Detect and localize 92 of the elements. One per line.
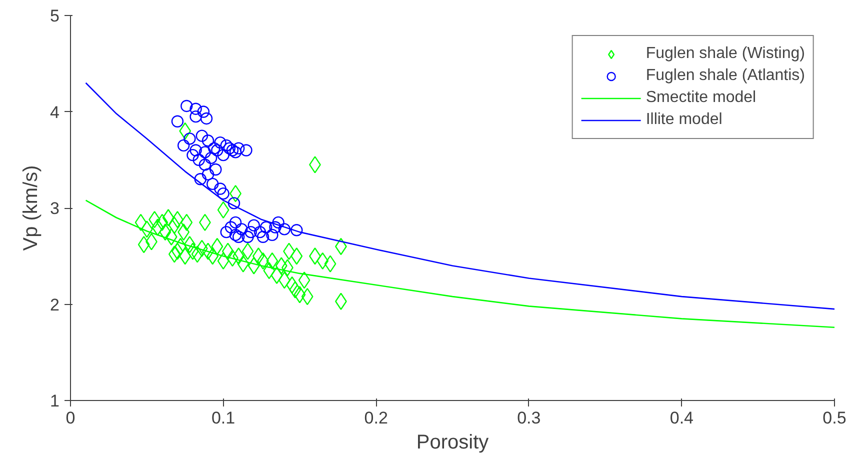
- point: [254, 226, 266, 238]
- y-tick-label: 4: [50, 102, 60, 122]
- point: [236, 223, 248, 236]
- point: [220, 139, 232, 152]
- point: [229, 216, 242, 229]
- point: [244, 226, 257, 238]
- point: [202, 134, 214, 147]
- point: [228, 197, 240, 210]
- point: [232, 142, 245, 154]
- point: [214, 136, 226, 149]
- point: [272, 216, 284, 229]
- legend-label: Fuglen shale (Atlantis): [646, 67, 805, 85]
- y-tick-label: 3: [50, 199, 60, 218]
- point: [190, 110, 202, 123]
- point: [260, 221, 272, 234]
- point: [186, 148, 199, 162]
- point: [269, 221, 282, 234]
- point: [278, 223, 291, 236]
- point: [208, 142, 220, 154]
- point: [214, 182, 226, 195]
- y-tick-label: 2: [50, 295, 60, 314]
- legend-label: Smectite model: [646, 89, 756, 107]
- point: [217, 148, 230, 162]
- point: [198, 146, 212, 158]
- point: [200, 112, 213, 125]
- point: [194, 173, 206, 186]
- point: [197, 106, 210, 118]
- point: [217, 187, 230, 200]
- legend-label: Fuglen shale (Wisting): [646, 45, 805, 63]
- legend-label: Illite model: [646, 111, 722, 129]
- point: [162, 209, 174, 226]
- point: [168, 216, 180, 234]
- x-tick-label: 0.4: [670, 408, 694, 428]
- x-tick-label: 0.2: [364, 408, 388, 428]
- point: [248, 219, 260, 232]
- point: [256, 230, 270, 243]
- point: [290, 248, 303, 265]
- point: [196, 130, 208, 142]
- point: [190, 144, 202, 156]
- x-axis-title: Porosity: [416, 432, 489, 454]
- point: [220, 226, 232, 238]
- point: [206, 178, 219, 190]
- point: [248, 257, 260, 274]
- point: [190, 102, 202, 115]
- x-tick-label: 0.5: [822, 408, 846, 428]
- point: [177, 139, 190, 152]
- point: [266, 228, 278, 242]
- point: [289, 281, 302, 298]
- point: [192, 154, 205, 166]
- point: [290, 224, 303, 236]
- x-tick-label: 0: [66, 408, 76, 428]
- point: [240, 144, 252, 156]
- point: [202, 168, 214, 180]
- point: [232, 248, 245, 265]
- point: [298, 272, 310, 289]
- point: [324, 255, 336, 272]
- y-tick-label: 1: [50, 392, 60, 410]
- point: [242, 230, 254, 243]
- point: [275, 257, 288, 274]
- point: [242, 242, 254, 260]
- point: [224, 221, 238, 234]
- point: [179, 248, 192, 265]
- point: [204, 152, 218, 164]
- point: [226, 144, 239, 156]
- point: [186, 242, 199, 260]
- point: [210, 163, 222, 176]
- point: [270, 266, 283, 284]
- line-series: [85, 82, 834, 310]
- point: [171, 115, 184, 128]
- point: [184, 132, 196, 145]
- y-tick-label: 5: [50, 6, 60, 26]
- point: [140, 220, 153, 238]
- point: [191, 246, 204, 263]
- point: [232, 230, 245, 243]
- point: [229, 146, 242, 158]
- line-series: [85, 200, 834, 328]
- point: [180, 100, 193, 112]
- point: [198, 158, 212, 171]
- x-tick-label: 0.3: [517, 408, 541, 428]
- point: [237, 255, 250, 272]
- point: [165, 228, 178, 246]
- y-axis-title: Vp (km/s): [20, 165, 42, 251]
- point: [278, 272, 290, 289]
- point: [229, 228, 242, 242]
- point: [211, 144, 224, 156]
- point: [223, 142, 236, 154]
- point: [294, 286, 306, 304]
- point: [206, 248, 219, 265]
- x-tick-label: 0.1: [211, 408, 236, 428]
- point: [168, 246, 180, 263]
- point: [222, 242, 234, 260]
- point: [152, 218, 164, 236]
